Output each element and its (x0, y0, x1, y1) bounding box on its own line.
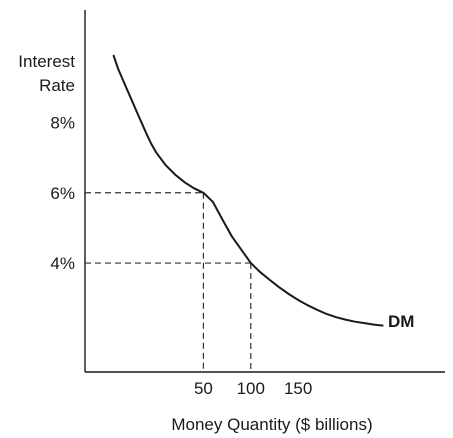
y-tick-label: 6% (50, 184, 75, 203)
reference-guides (85, 192, 252, 372)
x-axis-label: Money Quantity ($ billions) (171, 415, 372, 434)
x-tick-label: 50 (194, 379, 213, 398)
y-tick-label: 8% (50, 113, 75, 132)
y-tick-label: 4% (50, 254, 75, 273)
y-axis-label-line1: Interest (18, 52, 75, 71)
x-tick-label: 150 (284, 379, 312, 398)
tick-labels: 4% 6% 8% 50 100 150 (50, 113, 312, 398)
dm-curve (112, 54, 384, 327)
x-tick-label: 100 (237, 379, 265, 398)
dm-series-label: DM (388, 312, 414, 331)
y-axis-label-line2: Rate (39, 76, 75, 95)
